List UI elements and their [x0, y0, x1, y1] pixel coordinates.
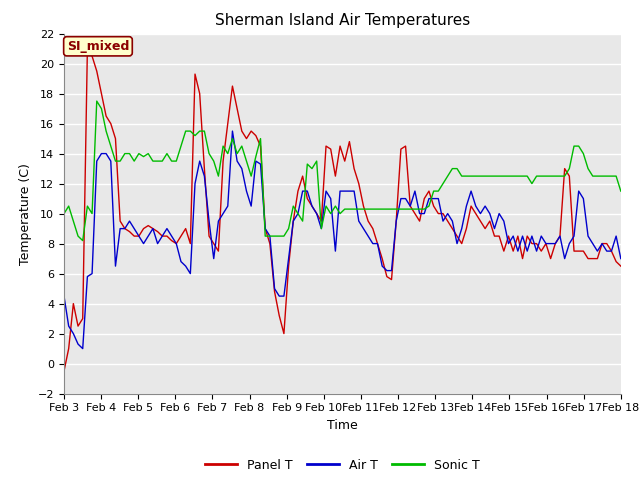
Text: SI_mixed: SI_mixed	[67, 40, 129, 53]
Y-axis label: Temperature (C): Temperature (C)	[19, 163, 32, 264]
Title: Sherman Island Air Temperatures: Sherman Island Air Temperatures	[215, 13, 470, 28]
Legend: Panel T, Air T, Sonic T: Panel T, Air T, Sonic T	[200, 454, 484, 477]
X-axis label: Time: Time	[327, 419, 358, 432]
